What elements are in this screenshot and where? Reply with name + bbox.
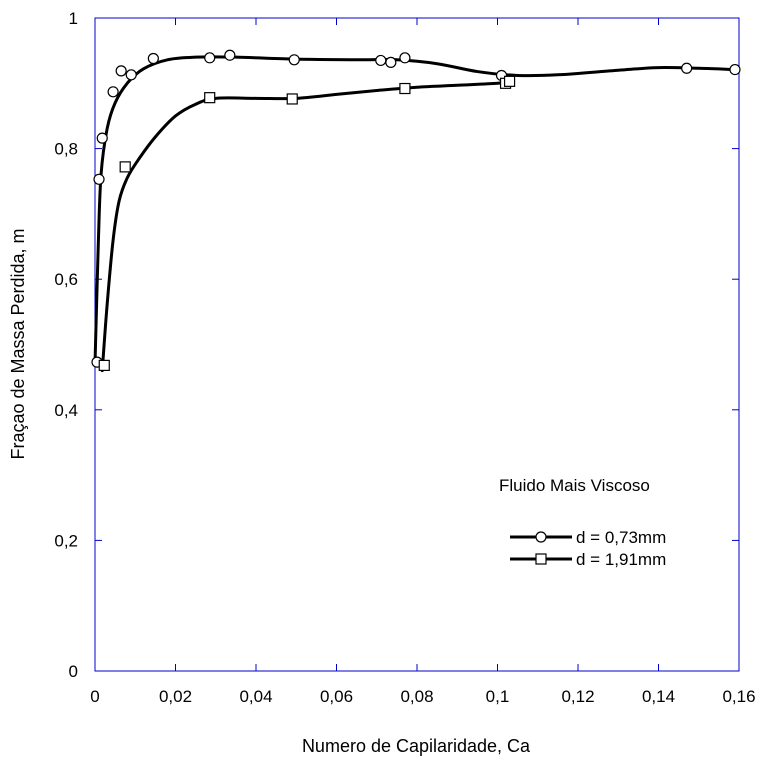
plot-frame <box>94 17 740 672</box>
legend-label-1: d = 0,73mm <box>576 528 666 547</box>
series-line-1 <box>93 55 737 366</box>
x-tick-label: 0,04 <box>239 687 272 706</box>
data-point-series-2 <box>503 75 516 87</box>
x-tick-label: 0,14 <box>642 687 675 706</box>
y-tick-label: 0,6 <box>54 270 78 289</box>
legend-marker-2 <box>535 553 547 565</box>
x-tick-label: 0,12 <box>561 687 594 706</box>
data-point-series-1 <box>385 56 397 69</box>
data-point-series-1 <box>115 65 127 77</box>
y-tick-label: 0,2 <box>54 531 78 550</box>
y-tick-label: 0,8 <box>54 140 78 159</box>
x-tick-label: 0,16 <box>722 687 755 706</box>
data-point-series-2 <box>286 93 298 105</box>
x-tick-label: 0,08 <box>400 687 433 706</box>
x-tick-labels: 0 0,02 0,04 0,06 0,08 0,1 0,12 0,14 0,16 <box>90 687 755 706</box>
x-tick-label: 0,1 <box>486 687 510 706</box>
data-point-series-1 <box>107 86 119 98</box>
data-point-series-1 <box>288 54 300 66</box>
data-point-series-1 <box>125 69 137 81</box>
data-point-series-1 <box>729 63 741 76</box>
x-tick-label: 0 <box>90 687 99 706</box>
series-line-2 <box>100 79 512 373</box>
x-tick-label: 0,02 <box>159 687 192 706</box>
legend: Fluido Mais Viscoso d = 0,73mm d = 1,91mm <box>499 476 666 569</box>
y-tick-label: 0,4 <box>54 401 78 420</box>
y-axis-title: Fraçao de Massa Perdida, m <box>8 228 28 459</box>
data-point-series-2 <box>399 82 411 95</box>
data-point-series-1 <box>399 52 411 64</box>
data-point-series-1 <box>96 132 108 144</box>
data-point-series-1 <box>224 49 236 61</box>
series-curves <box>93 55 737 373</box>
series-markers <box>91 49 741 371</box>
data-point-series-2 <box>204 92 216 104</box>
data-point-series-2 <box>119 161 131 173</box>
y-tick-label: 0 <box>69 662 78 681</box>
y-tick-label: 1 <box>69 9 78 28</box>
data-point-series-1 <box>375 54 387 67</box>
axis-ticks <box>95 18 739 671</box>
data-point-series-2 <box>98 359 110 371</box>
data-point-series-1 <box>147 52 159 65</box>
legend-label-2: d = 1,91mm <box>576 550 666 569</box>
data-point-series-1 <box>681 62 693 74</box>
y-tick-labels: 0 0,2 0,4 0,6 0,8 1 <box>54 9 78 681</box>
legend-marker-1 <box>535 531 547 543</box>
x-tick-label: 0,06 <box>320 687 353 706</box>
x-axis-title: Numero de Capilaridade, Ca <box>302 736 531 756</box>
data-point-series-1 <box>93 173 105 185</box>
data-point-series-1 <box>204 52 216 64</box>
legend-title: Fluido Mais Viscoso <box>499 476 650 495</box>
